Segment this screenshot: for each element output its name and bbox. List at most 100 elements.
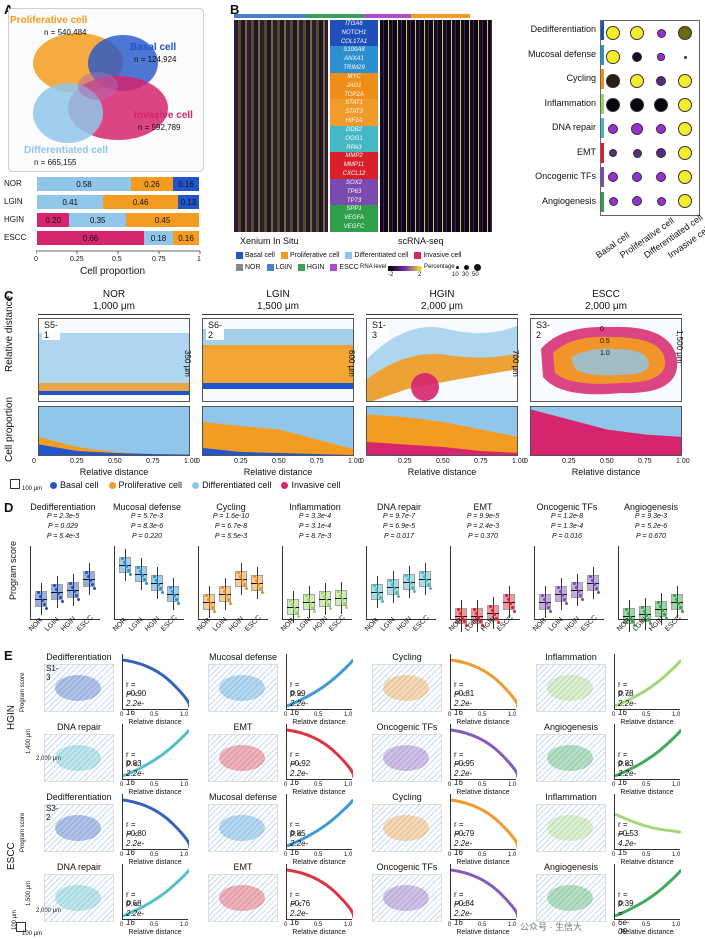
cell-type-legend: Basal cell Proliferative cell Differentiat… <box>50 480 350 490</box>
axis-label: Relative distance <box>407 467 477 477</box>
correlation-r: r = −0.53 <box>618 820 639 838</box>
trend-svg <box>123 866 189 918</box>
axis-label: Program score <box>20 672 26 712</box>
watermark: 公众号 · 生信大 <box>520 922 582 932</box>
data-point <box>389 578 392 582</box>
data-point <box>343 601 346 605</box>
cell-type-legend: Basal cell Proliferative cell Differentiat… <box>236 252 468 259</box>
gene-label: VEGFA <box>330 214 378 224</box>
tick-label: 0.5 <box>642 782 651 788</box>
tissue-differentiated <box>203 329 353 349</box>
correlation-p: P < 2.2e-16 <box>126 900 145 927</box>
sample-id: S1-3 <box>46 664 59 682</box>
program-label: Angiogenesis <box>541 195 596 206</box>
p-value: P = 5.4e-3 <box>46 533 80 540</box>
data-point <box>427 583 430 587</box>
data-point <box>509 601 512 605</box>
legend-item: Proliferative cell <box>108 480 182 490</box>
score-blob <box>547 745 593 771</box>
width-bar <box>38 314 190 315</box>
data-point <box>649 622 652 626</box>
program-title: Angiogenesis <box>543 722 599 732</box>
gene-label: MMP2 <box>330 152 378 162</box>
data-point <box>457 608 460 612</box>
gene-label: ANXA1 <box>330 55 378 65</box>
program-label: Cycling <box>566 73 596 83</box>
program-title: Angiogenesis <box>543 862 599 872</box>
data-point <box>563 598 566 602</box>
data-point <box>481 623 484 627</box>
correlation-plot <box>450 864 517 920</box>
data-point <box>511 605 514 609</box>
tick-label: 0.5 <box>150 712 159 718</box>
legend-text: Differentiated cell <box>354 252 409 260</box>
panel-label-e: E <box>4 648 13 663</box>
correlation-plot <box>450 724 517 780</box>
data-point <box>245 587 248 591</box>
group-title: Angiogenesis <box>623 502 679 512</box>
spatial-map-svg <box>367 325 517 401</box>
tick-label: 0 <box>448 922 452 928</box>
tick-label: 0 <box>120 712 124 718</box>
data-point <box>171 590 174 594</box>
tick-label: 0.25 <box>234 458 248 465</box>
legend-swatch <box>297 264 305 271</box>
legend-text: Proliferative cell <box>289 252 340 260</box>
tissue-basal <box>39 391 189 395</box>
data-point <box>137 566 140 570</box>
data-point <box>59 595 62 599</box>
axis-label: Relative distance <box>4 295 15 372</box>
group-title: DNA repair <box>376 502 421 512</box>
data-point <box>641 606 644 610</box>
legend-text: Invasive cell <box>423 252 462 260</box>
legend-item: Basal cell <box>50 480 99 490</box>
gene-label-column: ITGA6 NOTCH1 COL17A1 S100A8 ANXA1 TRIM29 MYC JA… <box>330 20 378 232</box>
data-point <box>629 616 632 620</box>
trend-svg <box>615 812 681 835</box>
dotplot-dot <box>605 97 621 113</box>
legend-item: HGIN <box>297 264 324 271</box>
data-point <box>295 610 298 614</box>
dotplot-dot <box>677 121 693 137</box>
legend-item: Invasive cell <box>414 252 462 260</box>
tick-label: 1.0 <box>344 712 353 718</box>
data-point <box>311 605 314 609</box>
score-blob <box>383 675 429 701</box>
trend-line <box>451 658 517 708</box>
percentage-label: Percentage <box>424 264 455 270</box>
data-point <box>675 597 678 601</box>
data-point <box>465 624 468 628</box>
data-point <box>89 579 92 583</box>
area-invasive <box>531 409 681 455</box>
data-point <box>161 591 164 594</box>
correlation-plot <box>286 724 353 780</box>
data-point <box>227 598 230 602</box>
rna-tick: 2 <box>418 272 422 278</box>
pct-dot-mid <box>464 265 469 270</box>
spatial-score-map <box>536 664 606 712</box>
tick-label: 0.5 <box>150 852 159 858</box>
data-point <box>325 599 328 603</box>
scrna-heatmap <box>380 20 492 232</box>
gene-label: RPA3 <box>330 143 378 153</box>
heatmap-label: scRNA-seq <box>398 236 444 246</box>
spatial-score-map <box>208 664 278 712</box>
data-point <box>505 593 508 597</box>
data-point <box>407 577 410 581</box>
data-point <box>423 575 426 579</box>
data-point <box>677 601 680 605</box>
legend-swatch <box>236 264 243 271</box>
scale-label: 2,000 μm <box>36 756 61 762</box>
tick-label: 1.0 <box>672 852 681 858</box>
contour-label: 1.0 <box>600 350 610 357</box>
tick-label: 0 <box>448 712 452 718</box>
program-title: EMT <box>233 722 253 732</box>
boxplot-area <box>618 546 688 633</box>
data-point <box>211 605 214 609</box>
group-title: Mucosal defense <box>112 502 182 512</box>
data-point <box>129 572 132 576</box>
correlation-p: P < 2.2e-16 <box>126 690 145 717</box>
dotplot-dot <box>656 196 666 206</box>
correlation-plot <box>286 794 353 850</box>
pct-dot-small <box>456 266 459 269</box>
